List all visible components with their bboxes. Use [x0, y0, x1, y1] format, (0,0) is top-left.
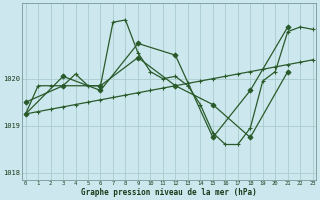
X-axis label: Graphe pression niveau de la mer (hPa): Graphe pression niveau de la mer (hPa)	[81, 188, 257, 197]
